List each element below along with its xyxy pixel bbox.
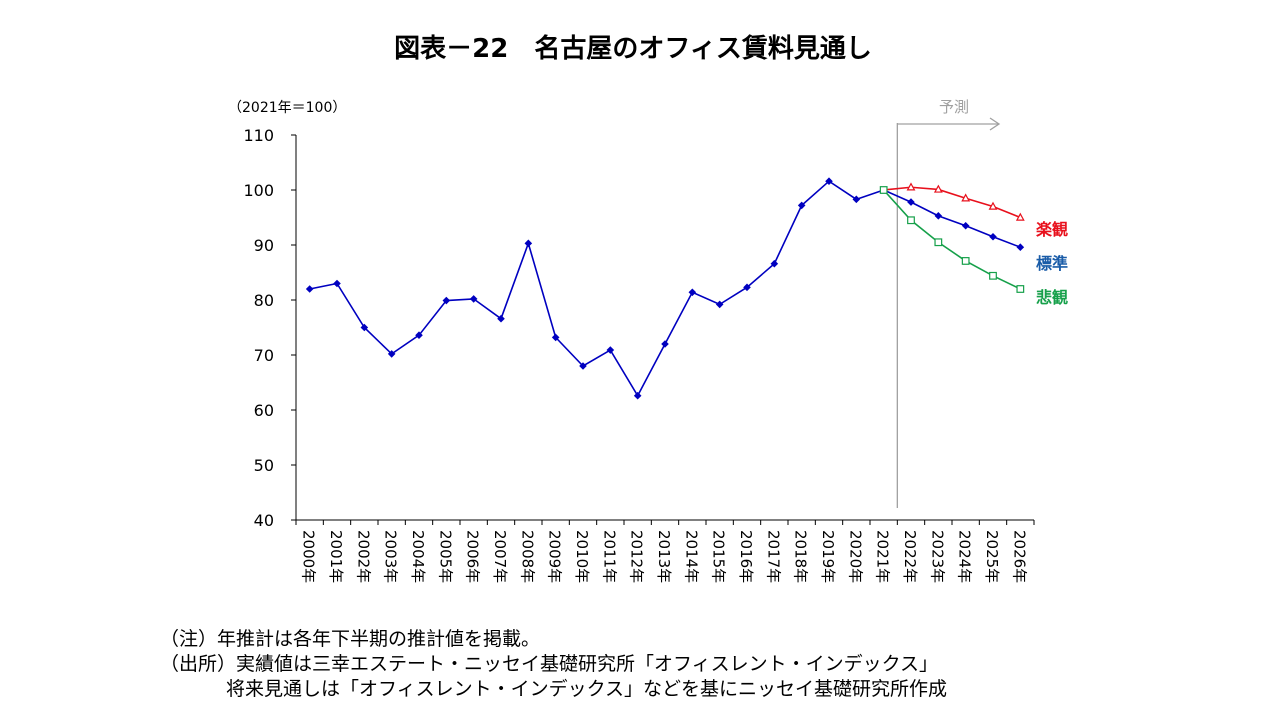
x-tick-label: 2014年 [682, 530, 700, 583]
y-tick-label: 50 [254, 456, 274, 475]
data-point [688, 288, 697, 297]
y-tick-label: 40 [254, 511, 274, 530]
data-point [989, 271, 997, 280]
x-tick-label: 2016年 [737, 530, 755, 583]
data-point [906, 182, 916, 191]
x-tick-label: 2012年 [628, 530, 646, 583]
data-point [961, 257, 970, 265]
x-tick-label: 2015年 [710, 530, 728, 583]
x-tick-label: 2004年 [409, 530, 427, 583]
data-point [415, 331, 423, 339]
data-point [715, 300, 724, 309]
series-line [883, 189, 1021, 290]
data-point [1016, 243, 1025, 251]
data-point [305, 285, 314, 293]
x-tick-label: 2010年 [573, 530, 591, 583]
data-point [934, 212, 943, 220]
x-tick-label: 2022年 [901, 530, 919, 583]
data-point [852, 195, 861, 204]
x-tick-label: 2006年 [464, 530, 482, 583]
data-point [442, 296, 451, 305]
x-tick-label: 2009年 [546, 530, 564, 583]
y-tick-label: 90 [254, 236, 274, 255]
data-point [551, 333, 560, 342]
data-point [961, 221, 970, 230]
x-tick-label: 2007年 [491, 530, 509, 583]
axes: 40 50 60 70 80 90 100 110 （2021年＝100） 2000年 2001年 2… [228, 98, 1035, 583]
x-tick-label: 2020年 [846, 530, 864, 583]
x-tick-label: 2025年 [983, 530, 1001, 583]
data-point [961, 193, 971, 202]
data-point [933, 184, 943, 193]
data-point [524, 239, 533, 248]
series-line [883, 189, 1021, 248]
x-tick-label: 2003年 [382, 530, 400, 583]
series-label: 楽観 [1035, 220, 1068, 239]
x-tick-label: 2008年 [518, 530, 536, 583]
data-point [907, 216, 915, 225]
data-point [661, 340, 669, 348]
data-point [797, 201, 806, 210]
x-tick-label: 2018年 [792, 530, 810, 583]
x-tick-label: 2013年 [655, 530, 673, 583]
y-tick-label: 70 [254, 346, 274, 365]
forecast-arrow-head [989, 117, 1001, 131]
x-tick-label: 2021年 [874, 530, 892, 583]
x-tick-label: 2019年 [819, 530, 837, 583]
y-tick-label: 100 [243, 181, 274, 200]
series-label: 悲観 [1036, 288, 1068, 307]
chart-title: 図表－22 名古屋のオフィス賃料見通し [394, 34, 872, 64]
y-tick-label: 110 [243, 126, 274, 145]
data-point [743, 283, 751, 292]
data-point [770, 259, 779, 268]
data-point [633, 391, 642, 400]
source-line: （出所）実績値は三幸エステート・ニッセイ基礎研究所「オフィスレント・インデックス… [160, 653, 939, 675]
x-tick-label: 2002年 [354, 530, 372, 583]
data-point [879, 186, 888, 194]
y-tick-label: 60 [254, 401, 274, 420]
note-line: （注）年推計は各年下半期の推計値を掲載。 [160, 628, 541, 650]
data-point [606, 346, 615, 354]
data-point [469, 295, 478, 303]
data-point [360, 323, 369, 332]
data-point [988, 201, 998, 210]
data-point [934, 238, 943, 247]
x-tick-label: 2024年 [956, 530, 974, 583]
x-tick-label: 2001年 [327, 530, 345, 583]
data-point [333, 279, 341, 288]
series-line [883, 186, 1021, 219]
data-point [1016, 285, 1025, 293]
data-point [579, 362, 587, 370]
data-point [907, 198, 915, 206]
data-point [989, 232, 997, 241]
data-point [497, 314, 505, 323]
data-point [387, 350, 396, 358]
series-label: 標準 [1036, 254, 1068, 273]
x-tick-label: 2011年 [600, 530, 618, 583]
x-tick-label: 2023年 [928, 530, 946, 583]
data-point [825, 177, 833, 185]
x-tick-label: 2000年 [300, 530, 318, 583]
x-tick-label: 2017年 [764, 530, 782, 583]
series-lines [305, 177, 1025, 400]
x-tick-label: 2005年 [436, 530, 454, 583]
y-unit-label: （2021年＝100） [228, 100, 346, 116]
y-tick-label: 80 [254, 291, 274, 310]
data-point [1015, 212, 1025, 221]
forecast-label: 予測 [939, 98, 969, 116]
x-tick-label: 2026年 [1010, 530, 1028, 583]
series-line [309, 180, 884, 398]
source-line-continued: 将来見通しは「オフィスレント・インデックス」などを基にニッセイ基礎研究所作成 [226, 678, 948, 700]
